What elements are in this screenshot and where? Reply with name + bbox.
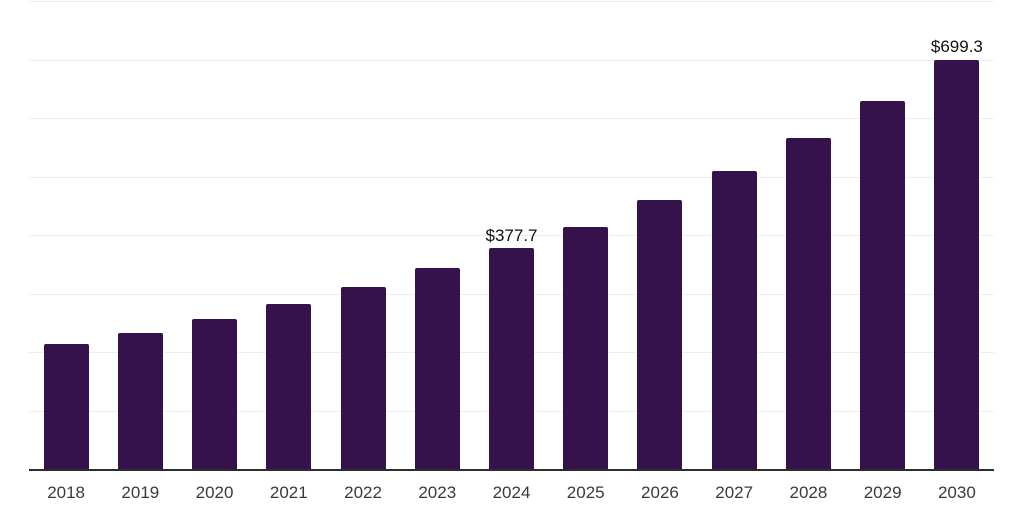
bar-2029 — [860, 101, 906, 469]
bar-2025 — [563, 226, 609, 469]
gridline-400 — [29, 235, 994, 236]
bar-2021 — [266, 303, 312, 469]
bar-2020 — [192, 319, 238, 469]
data-label-2024: $377.7 — [485, 225, 538, 245]
gridline-700 — [29, 59, 994, 61]
bar-2024 — [489, 248, 534, 469]
data-label-2030: $699.3 — [930, 37, 983, 57]
x-axis-label-2023: 2023 — [418, 483, 457, 502]
bar-2018 — [43, 344, 89, 469]
x-axis-label-2019: 2019 — [121, 483, 160, 502]
bar-2022 — [340, 287, 386, 469]
gridline-500 — [29, 176, 994, 178]
x-axis-label-2020: 2020 — [195, 483, 234, 502]
x-axis-labels: 2018 2019 2020 2021 2022 2023 2024 2025 2026 2027… — [29, 483, 994, 505]
bar-2028 — [785, 138, 831, 469]
x-axis-label-2026: 2026 — [641, 483, 679, 502]
bar-2026 — [637, 199, 683, 469]
x-axis-label-2021: 2021 — [269, 483, 308, 502]
x-axis-line — [29, 469, 994, 471]
x-axis-label-2018: 2018 — [47, 483, 86, 502]
gridline-600 — [29, 118, 994, 119]
bar-2030 — [934, 59, 980, 469]
x-axis-label-2029: 2029 — [863, 483, 902, 502]
x-axis-label-2024: 2024 — [492, 483, 531, 502]
x-axis-label-2027: 2027 — [715, 483, 754, 502]
x-axis-label-2025: 2025 — [566, 483, 605, 502]
gridline-800 — [29, 1, 994, 2]
x-axis-label-2030: 2030 — [937, 483, 976, 502]
bar-2019 — [117, 333, 163, 469]
bar-2023 — [414, 268, 460, 469]
bar-2027 — [711, 171, 757, 469]
x-axis-label-2028: 2028 — [789, 483, 828, 502]
plot-area: $377.7 $699.3 — [29, 1, 994, 471]
x-axis-label-2022: 2022 — [344, 483, 382, 502]
